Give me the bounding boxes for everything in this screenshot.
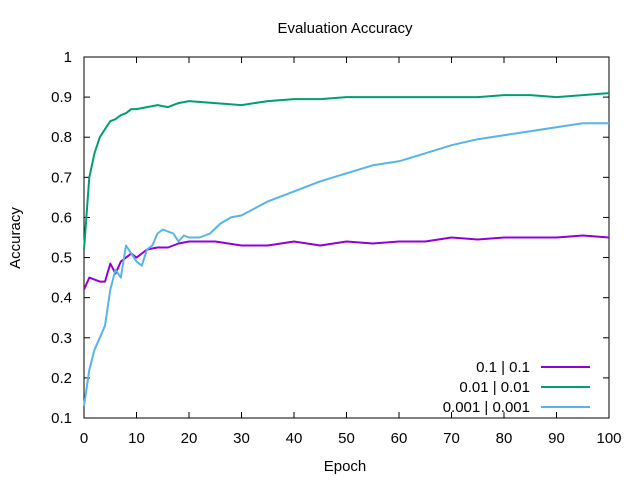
legend-label: 0.1 | 0.1: [476, 359, 530, 376]
y-tick-label: 0.3: [51, 330, 72, 347]
x-tick-label: 60: [391, 430, 408, 447]
y-tick-label: 0.6: [51, 209, 72, 226]
x-tick-label: 10: [128, 430, 145, 447]
chart-title: Evaluation Accuracy: [277, 20, 413, 37]
y-tick-label: 0.5: [51, 250, 72, 267]
legend-label: 0.001 | 0.001: [443, 399, 530, 416]
y-tick-label: 0.2: [51, 370, 72, 387]
x-tick-label: 0: [80, 430, 88, 447]
series-line-2: [83, 92, 610, 250]
series-lines: [83, 92, 610, 407]
y-axis-label: Accuracy: [7, 207, 24, 269]
x-axis: 0 10 20 30 40 50 60 70 80 90 100: [80, 57, 622, 447]
y-tick-label: 0.1: [51, 410, 72, 427]
series-line-3: [83, 122, 609, 407]
legend-label: 0.01 | 0.01: [459, 379, 530, 396]
x-tick-label: 70: [443, 430, 460, 447]
y-tick-label: 1: [64, 49, 72, 66]
y-tick-label: 0.7: [51, 169, 72, 186]
x-tick-label: 20: [181, 430, 198, 447]
y-axis: 0.1 0.2 0.3 0.4 0.5 0.6 0.7 0.8 0.9 1: [51, 49, 609, 427]
x-tick-label: 50: [338, 430, 355, 447]
x-axis-label: Epoch: [324, 458, 367, 475]
x-tick-label: 90: [548, 430, 565, 447]
series-line-1: [83, 234, 610, 291]
legend: 0.1 | 0.1 0.01 | 0.01 0.001 | 0.001: [443, 359, 590, 416]
x-tick-label: 100: [596, 430, 621, 447]
x-tick-label: 30: [233, 430, 250, 447]
y-tick-label: 0.8: [51, 129, 72, 146]
y-tick-label: 0.9: [51, 89, 72, 106]
x-tick-label: 40: [286, 430, 303, 447]
y-tick-label: 0.4: [51, 290, 72, 307]
x-tick-label: 80: [496, 430, 513, 447]
